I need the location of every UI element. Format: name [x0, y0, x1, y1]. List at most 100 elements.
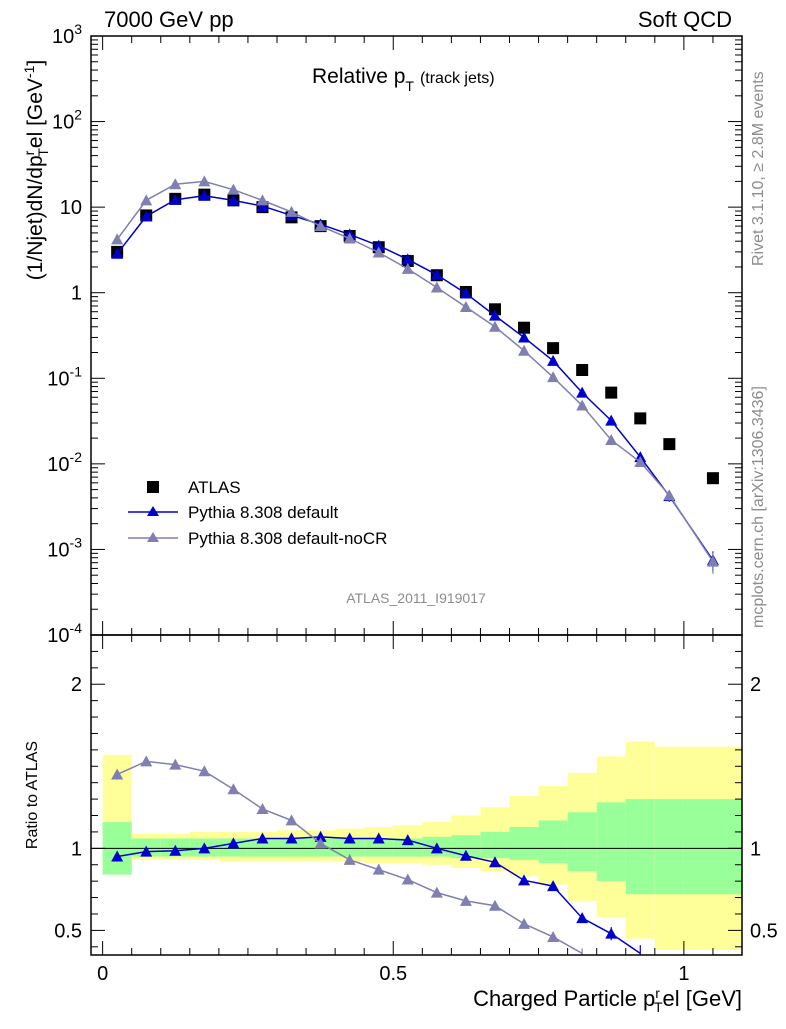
- main-y-axis-label: (1/Njet)dN/dprTel [GeV-1]: [21, 60, 51, 280]
- default-point: [401, 253, 414, 265]
- nocr-point: [488, 320, 501, 332]
- atlas-point: [518, 321, 531, 334]
- x-axis-label: Charged Particle pr Tel [GeV]: [473, 985, 742, 1015]
- legend: ATLAS Pythia 8.308 default Pythia 8.308 …: [128, 478, 387, 548]
- main-y-tick-label: 1: [71, 283, 82, 305]
- ratio-default-point: [401, 834, 414, 846]
- ratio-nocr-point: [140, 755, 153, 767]
- ratio-panel: 0.5 0.51 12 2 0 0.5 1 Ratio to ATLAS Charged …: [24, 634, 778, 1015]
- legend-label-default: Pythia 8.308 default: [188, 503, 339, 522]
- ratio-y-ticks: 0.5 0.5 1 1 2 2: [54, 634, 778, 948]
- nocr-point: [547, 371, 560, 383]
- ratio-default-point: [488, 856, 501, 868]
- nocr-point: [198, 175, 211, 187]
- legend-marker-nocr: [147, 532, 159, 542]
- ratio-frame: [90, 634, 743, 956]
- main-y-tick-label: 10-1: [47, 363, 82, 390]
- ratio-nocr-point: [401, 873, 414, 885]
- atlas-point: [605, 386, 618, 399]
- ratio-nocr-point: [198, 765, 211, 777]
- ratio-nocr-point: [169, 758, 182, 770]
- ratio-default-point: [256, 832, 269, 844]
- ratio-bands: [102, 741, 742, 951]
- ratio-marks: [111, 755, 641, 955]
- ratio-default-point: [227, 837, 240, 849]
- ratio-y-tick-label: 1: [71, 838, 82, 860]
- ratio-nocr-point: [314, 837, 327, 849]
- legend-marker-default: [147, 506, 159, 516]
- ratio-default-point: [343, 832, 356, 844]
- green-band-bin: [625, 799, 655, 895]
- analysis-label: ATLAS_2011_I919017: [346, 590, 486, 606]
- green-band-bin: [538, 820, 568, 864]
- default-point: [372, 239, 385, 251]
- default-point: [256, 200, 269, 212]
- ratio-y-tick-label: 0.5: [54, 920, 82, 942]
- nocr-point: [285, 205, 298, 217]
- x-tick-label: 1: [678, 963, 689, 985]
- main-y-tick-label: 10-4: [47, 620, 82, 647]
- green-band-bin: [596, 802, 626, 882]
- main-y-tick-label: 10-3: [47, 534, 82, 561]
- ratio-default-point: [198, 842, 211, 854]
- ratio-default-point: [547, 880, 560, 892]
- ratio-default-point: [576, 912, 589, 924]
- main-y-tick-label: 103: [52, 21, 82, 48]
- nocr-point: [663, 489, 676, 501]
- default-point: [198, 189, 211, 201]
- nocr-point: [111, 233, 124, 245]
- default-point: [518, 331, 531, 343]
- green-band-bin: [480, 831, 510, 859]
- main-y-ticks: 10-4 10-3 10-2 10-1 1 10 102 103: [47, 21, 742, 647]
- nocr-point: [430, 281, 443, 293]
- green-band-bin: [393, 838, 423, 857]
- default-point: [547, 354, 560, 366]
- mcplots-label: mcplots.cern.ch [arXiv:1306.3436]: [750, 386, 767, 628]
- legend-label-nocr: Pythia 8.308 default-noCR: [188, 529, 387, 548]
- green-band-bin: [654, 799, 684, 895]
- atlas-point: [488, 303, 501, 316]
- legend-marker-atlas: [147, 481, 159, 493]
- ratio-y-tick-label-right: 2: [750, 674, 761, 696]
- default-point: [576, 386, 589, 398]
- ratio-nocr-point: [547, 930, 560, 942]
- nocr-point: [576, 399, 589, 411]
- ratio-nocr-point: [459, 894, 472, 906]
- main-y-tick-label: 10: [60, 197, 82, 219]
- green-band-bin: [509, 827, 539, 860]
- ratio-nocr-point: [372, 863, 385, 875]
- ratio-default-point: [605, 927, 618, 939]
- nocr-point: [169, 178, 182, 190]
- header-right: Soft QCD: [638, 7, 732, 32]
- default-point: [488, 309, 501, 321]
- green-band-bin: [451, 835, 481, 859]
- default-point: [169, 193, 182, 205]
- header-left: 7000 GeV pp: [104, 7, 234, 32]
- green-band-bin: [683, 799, 742, 895]
- ratio-default-point: [430, 842, 443, 854]
- atlas-point: [706, 472, 719, 485]
- plot-title: Relative pT (track jets): [312, 65, 495, 94]
- default-point: [459, 287, 472, 299]
- green-band-bin: [277, 838, 307, 857]
- nocr-point: [706, 555, 719, 567]
- main-x-ticks: [102, 36, 743, 635]
- legend-label-atlas: ATLAS: [188, 478, 241, 497]
- nocr-point: [343, 232, 356, 244]
- main-panel: 10-4 10-3 10-2 10-1 1 10 102 103 (1/Njet)dN/dpr…: [21, 21, 743, 647]
- ratio-default-point: [314, 830, 327, 842]
- ratio-nocr-point: [111, 768, 124, 780]
- nocr-point: [314, 220, 327, 232]
- green-band-bin: [567, 812, 597, 872]
- default-point: [227, 194, 240, 206]
- ratio-default-point: [111, 850, 124, 862]
- nocr-point: [227, 183, 240, 195]
- ratio-default-point: [459, 849, 472, 861]
- ratio-nocr-point: [488, 899, 501, 911]
- nocr-point: [140, 194, 153, 206]
- ratio-nocr-point: [227, 783, 240, 795]
- nocr-point: [372, 246, 385, 258]
- nocr-point: [256, 194, 269, 206]
- main-y-tick-label: 102: [52, 107, 82, 134]
